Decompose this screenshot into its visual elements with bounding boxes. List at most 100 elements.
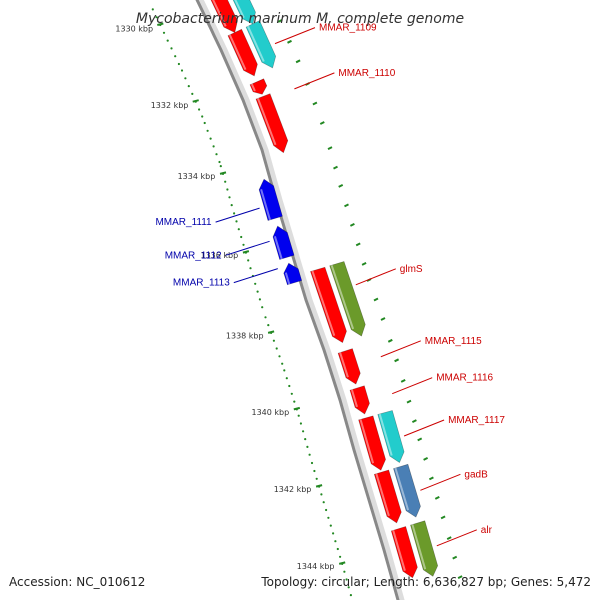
gene-mmar_1117-cds (358, 415, 386, 471)
minor-tick (306, 445, 309, 448)
gene-label-mmar_1113: MMAR_1113 (173, 278, 230, 289)
leader-line (215, 207, 260, 223)
minor-tick (290, 392, 293, 395)
backbone-line (195, 0, 400, 600)
gene-highlight (411, 524, 427, 570)
minor-tick (258, 298, 261, 301)
ann-tick (411, 419, 417, 423)
minor-tick (247, 259, 250, 262)
minor-tick (267, 324, 270, 327)
minor-tick (308, 453, 311, 456)
minor-tick (327, 516, 330, 519)
minor-tick (329, 524, 332, 527)
gene-mmar_1110-cds (249, 78, 268, 95)
gene-label-mmar_1109: MMAR_1109 (319, 23, 377, 34)
minor-tick (304, 438, 307, 441)
gene-highlight (228, 34, 247, 71)
minor-tick (278, 355, 281, 358)
major-tick (267, 330, 275, 334)
minor-tick (228, 196, 231, 199)
minor-tick (336, 547, 339, 551)
minor-tick (275, 347, 278, 350)
leader-line (225, 240, 270, 256)
gene-highlight (311, 270, 336, 337)
gene-label-mmar_1115: MMAR_1115 (425, 336, 482, 347)
minor-tick (299, 422, 302, 425)
leader-line (392, 377, 433, 395)
gene-highlight (212, 0, 227, 27)
accession-text: Accession: NC_010612 (9, 575, 146, 589)
ann-tick (319, 121, 325, 125)
minor-tick (180, 69, 184, 72)
gene-glmm-ann (232, 0, 256, 25)
minor-tick (288, 384, 291, 388)
minor-tick (226, 188, 229, 191)
ann-tick (295, 59, 301, 64)
gene-alr-cds (390, 526, 418, 579)
minor-tick (310, 461, 314, 465)
minor-tick (218, 160, 221, 164)
minor-tick (315, 477, 318, 480)
minor-tick (209, 137, 212, 140)
map-title: Mycobacterium marinum M, complete genome (136, 11, 464, 27)
ann-tick (277, 19, 283, 23)
minor-tick (242, 243, 245, 246)
minor-tick (155, 16, 158, 19)
minor-tick (184, 77, 187, 80)
minor-tick (224, 180, 227, 183)
minor-tick (187, 85, 190, 88)
gene-highlight (394, 467, 410, 511)
gene-mmar_1115-cds (337, 348, 361, 385)
gene-label-mmar_1110: MMAR_1110 (338, 68, 395, 79)
ann-tick (446, 536, 452, 540)
tick-label: 1338 kbp (226, 332, 264, 341)
gene-highlight (378, 413, 393, 456)
gene-highlight (359, 419, 375, 464)
minor-tick (177, 62, 180, 66)
ann-tick (361, 262, 367, 266)
gene-highlight (273, 236, 283, 260)
minor-tick (201, 115, 204, 118)
gene-label-mmar_1116: MMAR_1116 (436, 373, 493, 384)
minor-tick (264, 316, 267, 319)
ann-tick (312, 101, 318, 106)
minor-tick (198, 108, 201, 111)
ann-tick (417, 437, 423, 442)
minor-tick (166, 39, 169, 42)
minor-tick (203, 121, 206, 125)
minor-tick (293, 400, 296, 403)
gene-mmar_1110-cds (255, 93, 289, 154)
topology-text: Topology: circular; Length: 6,636,827 bp… (261, 575, 591, 589)
major-tick (315, 484, 323, 488)
ann-tick (333, 165, 338, 170)
backbone-layer (195, 0, 405, 600)
minor-tick (191, 92, 194, 95)
minor-tick (206, 129, 209, 132)
gene-gadb-cds (373, 469, 402, 524)
minor-tick (349, 594, 352, 597)
minor-tick (256, 290, 259, 293)
major-tick (293, 406, 301, 411)
minor-tick (261, 306, 264, 309)
gene-label-alr: alr (481, 525, 493, 536)
gene-label-glms: glmS (400, 264, 423, 275)
gene-label-mmar_1112: MMAR_1112 (165, 250, 222, 261)
gene-highlight (392, 530, 406, 571)
tick-label: 1342 kbp (274, 485, 312, 494)
tick-label: 1334 kbp (178, 172, 216, 181)
gene-highlight (375, 473, 390, 517)
minor-tick (322, 501, 325, 504)
minor-tick (339, 555, 342, 558)
minor-tick (254, 282, 257, 285)
tick-label: 1344 kbp (297, 562, 335, 571)
ann-tick (338, 184, 344, 188)
minor-tick (151, 8, 154, 11)
gene-highlight (339, 352, 349, 378)
ann-tick (287, 39, 292, 44)
gene-mmar_1116-cds (349, 385, 370, 415)
minor-tick (212, 145, 215, 148)
gene-highlight (284, 272, 291, 285)
gene-highlight (256, 97, 277, 146)
minor-tick (235, 220, 238, 223)
